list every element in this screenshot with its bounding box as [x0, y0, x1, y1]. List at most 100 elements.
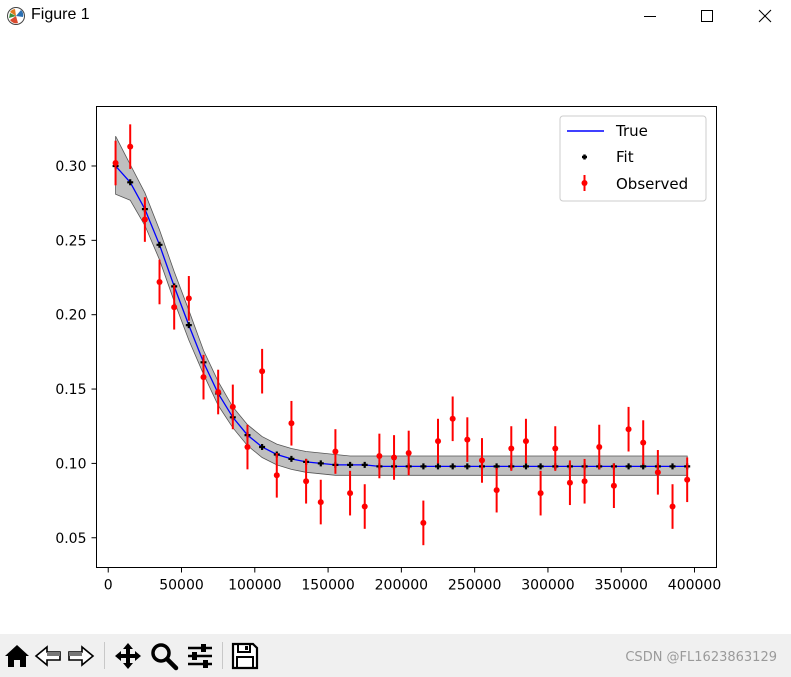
- observed-point: [449, 415, 456, 422]
- x-tick-label: 250000: [448, 578, 501, 594]
- observed-point: [478, 457, 485, 464]
- legend-observed-label: Observed: [616, 175, 688, 193]
- save-icon[interactable]: [230, 641, 260, 671]
- observed-point: [156, 278, 163, 285]
- back-icon[interactable]: [33, 641, 63, 671]
- fit-point: [317, 460, 324, 467]
- legend-true-label: True: [615, 122, 648, 140]
- x-tick-label: 0: [104, 578, 113, 594]
- observed-point: [552, 445, 559, 452]
- fit-point: [420, 463, 427, 470]
- observed-point: [566, 479, 573, 486]
- observed-point: [200, 374, 207, 381]
- x-tick-label: 350000: [595, 578, 648, 594]
- observed-point: [273, 472, 280, 479]
- observed-point: [244, 444, 251, 451]
- close-button[interactable]: [742, 0, 788, 34]
- toolbar-separator: [222, 642, 223, 669]
- y-tick-label: 0.05: [55, 531, 86, 547]
- observed-point: [464, 436, 471, 443]
- navigation-toolbar: CSDN @FL1623863129: [0, 634, 791, 677]
- observed-point: [288, 420, 295, 427]
- observed-point: [581, 478, 588, 485]
- observed-point: [508, 445, 515, 452]
- y-tick-label: 0.30: [55, 159, 86, 175]
- observed-point: [112, 160, 119, 167]
- observed-point: [420, 519, 427, 526]
- observed-point: [141, 216, 148, 223]
- pan-icon[interactable]: [113, 641, 143, 671]
- observed-point: [684, 476, 691, 483]
- observed-point: [376, 452, 383, 459]
- fit-point: [185, 322, 192, 329]
- configure-subplots-icon[interactable]: [185, 641, 215, 671]
- maximize-button[interactable]: [684, 0, 730, 34]
- watermark-text: CSDN @FL1623863129: [625, 650, 777, 665]
- fit-point: [127, 179, 134, 186]
- fit-point: [156, 241, 163, 248]
- close-icon: [758, 9, 772, 23]
- fit-point: [464, 463, 471, 470]
- x-tick-label: 150000: [301, 578, 354, 594]
- y-tick-label: 0.15: [55, 382, 86, 398]
- forward-icon[interactable]: [66, 641, 96, 671]
- y-tick-label: 0.20: [55, 308, 86, 324]
- true-curve-line: [115, 165, 688, 468]
- matplotlib-app-icon: [7, 7, 25, 25]
- fit-point: [361, 461, 368, 468]
- x-tick-label: 200000: [375, 578, 428, 594]
- fit-point: [347, 461, 354, 468]
- fit-point: [523, 463, 529, 470]
- observed-point: [185, 295, 192, 302]
- legend: True Fit Observed: [559, 115, 707, 202]
- observed-point: [259, 368, 266, 375]
- fit-point: [449, 463, 456, 470]
- observed-point: [435, 438, 442, 445]
- observed-point: [537, 490, 544, 497]
- observed-point: [303, 478, 310, 485]
- legend-fit-label: Fit: [616, 148, 634, 166]
- window-title: Figure 1: [31, 6, 90, 23]
- observed-point: [522, 438, 529, 445]
- observed-point: [493, 487, 500, 494]
- minimize-button[interactable]: [627, 0, 673, 34]
- observed-point: [405, 449, 412, 456]
- x-tick-label: 50000: [159, 578, 204, 594]
- figure-canvas[interactable]: 0 50000 100000 150000 200000 250000 300000 3500…: [0, 34, 791, 634]
- legend-frame: [559, 115, 707, 202]
- observed-point: [669, 503, 676, 510]
- fit-point: [259, 444, 266, 450]
- y-tick-label: 0.10: [55, 456, 86, 472]
- fit-point: [625, 463, 632, 470]
- fit-point: [288, 455, 295, 462]
- observed-point: [127, 143, 134, 150]
- observed-point: [391, 454, 398, 461]
- y-tick-label: 0.25: [55, 233, 86, 249]
- home-icon[interactable]: [2, 641, 32, 671]
- fit-point: [435, 463, 441, 470]
- fit-point: [537, 463, 544, 470]
- x-tick-label: 100000: [228, 578, 281, 594]
- observed-point: [347, 490, 354, 497]
- observed-point: [625, 426, 632, 433]
- legend-observed-marker: [581, 180, 588, 186]
- title-bar: Figure 1: [0, 0, 791, 34]
- legend-fit-marker: [582, 154, 587, 160]
- zoom-icon[interactable]: [149, 641, 179, 671]
- observed-point: [215, 389, 222, 396]
- observed-point: [610, 482, 617, 489]
- observed-point: [229, 403, 236, 410]
- observed-point: [171, 304, 178, 311]
- x-tick-label: 300000: [521, 578, 574, 594]
- maximize-icon: [701, 10, 713, 22]
- observed-point: [332, 448, 339, 455]
- observed-point: [317, 499, 324, 506]
- observed-point: [596, 444, 603, 451]
- x-tick-label: 400000: [668, 578, 721, 594]
- observed-point: [361, 503, 368, 510]
- toolbar-separator: [104, 642, 105, 669]
- fit-point: [669, 463, 676, 470]
- minimize-icon: [644, 16, 656, 17]
- observed-point: [640, 439, 647, 446]
- observed-point: [654, 469, 661, 476]
